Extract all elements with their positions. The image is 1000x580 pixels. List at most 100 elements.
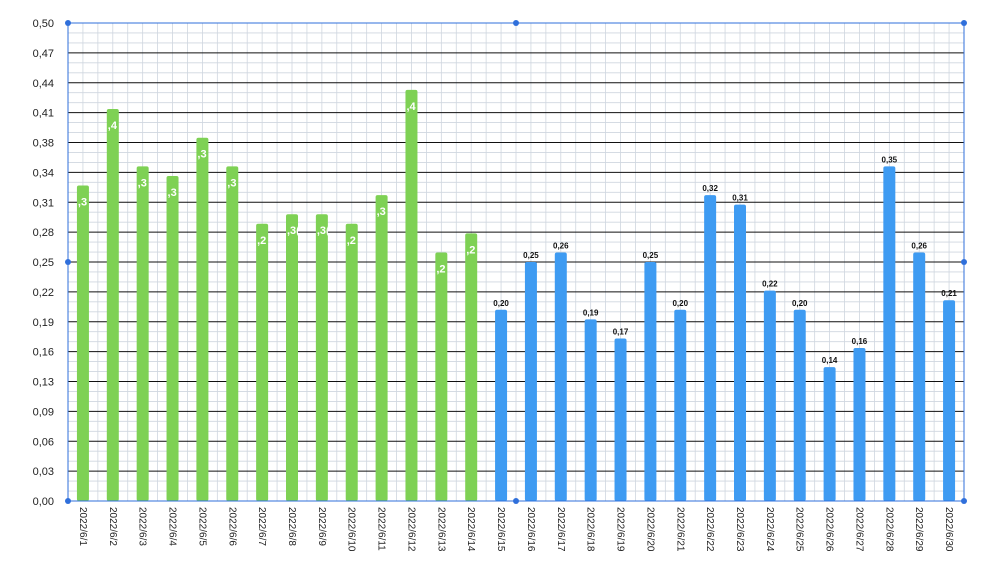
y-tick-label: 0,22: [33, 287, 54, 299]
bar: [943, 300, 956, 501]
y-tick-label: 0,41: [33, 108, 54, 120]
x-tick-label: 2022/6/22: [704, 507, 715, 552]
x-tick-label: 2022/6/11: [376, 507, 387, 551]
y-tick-label: 0,16: [33, 347, 54, 359]
x-tick-label: 2022/6/24: [764, 507, 775, 552]
x-tick-label: 2022/6/7: [256, 507, 267, 546]
x-tick-label: 2022/6/3: [137, 507, 148, 546]
bar: [226, 166, 239, 501]
x-tick-label: 2022/6/27: [853, 507, 864, 552]
x-tick-label: 2022/6/18: [585, 507, 596, 552]
bar: [375, 195, 388, 501]
x-tick-label: 2022/6/30: [943, 507, 954, 552]
bar: [704, 195, 717, 501]
bar: [106, 109, 119, 501]
x-tick-label: 2022/6/5: [196, 507, 207, 546]
x-tick-label: 2022/6/6: [226, 507, 237, 546]
x-tick-label: 2022/6/19: [615, 507, 626, 552]
data-label: 0,17: [613, 327, 629, 336]
bar: [614, 338, 627, 501]
bar: [853, 348, 866, 501]
data-label: ,3: [168, 187, 177, 199]
y-tick-label: 0,25: [33, 257, 54, 269]
x-tick-label: 2022/6/29: [913, 507, 924, 552]
bar: [166, 175, 179, 501]
data-label: ,4: [406, 101, 416, 113]
x-tick-label: 2022/6/15: [495, 507, 506, 552]
x-tick-label: 2022/6/9: [316, 507, 327, 546]
y-tick-label: 0,31: [33, 197, 54, 209]
data-label: 0,22: [762, 280, 778, 289]
y-tick-label: 0,13: [33, 377, 54, 389]
data-label: 0,31: [732, 194, 748, 203]
bar: [136, 166, 149, 501]
y-tick-label: 0,34: [33, 167, 54, 179]
resize-handle[interactable]: [961, 259, 967, 265]
bar: [883, 166, 896, 501]
y-tick-label: 0,09: [33, 406, 54, 418]
data-labels: ,3 ,4 ,3 ,3 ,3 ,3 ,2 ,3(,3(,2 ,3 ,4 ,2 ,2 0,20 0,25 0,…: [78, 101, 957, 365]
bar: [495, 309, 508, 501]
resize-handle[interactable]: [65, 498, 71, 504]
y-axis: 0,00 0,03 0,06 0,09 0,13 0,16 0,19 0,22 0,25 0,28…: [33, 18, 54, 508]
data-label: 0,35: [882, 155, 898, 164]
x-tick-label: 2022/6/16: [525, 507, 536, 552]
y-tick-label: 0,00: [33, 496, 54, 508]
x-axis: 2022/6/1 2022/6/2 2022/6/3 2022/6/4 2022/6/5…: [77, 507, 954, 552]
bar: [196, 137, 209, 501]
x-tick-label: 2022/6/26: [824, 507, 835, 552]
bars: [76, 89, 956, 502]
x-tick-label: 2022/6/1: [77, 507, 88, 546]
data-label: ,2: [257, 235, 266, 247]
bar: [465, 233, 478, 501]
data-label: ,2: [466, 244, 475, 256]
selection-frame[interactable]: [65, 20, 967, 504]
x-tick-label: 2022/6/23: [734, 507, 745, 552]
bar: [76, 185, 89, 501]
bar: [763, 290, 776, 501]
y-tick-label: 0,38: [33, 138, 54, 150]
x-tick-label: 2022/6/25: [794, 507, 805, 552]
y-tick-label: 0,06: [33, 436, 54, 448]
data-label: 0,20: [792, 299, 808, 308]
x-tick-label: 2022/6/8: [286, 507, 297, 546]
x-tick-label: 2022/6/4: [167, 507, 178, 546]
data-label: 0,19: [583, 308, 599, 317]
y-tick-label: 0,50: [33, 18, 54, 30]
resize-handle[interactable]: [65, 259, 71, 265]
data-label: 0,32: [702, 184, 718, 193]
y-tick-label: 0,28: [33, 227, 54, 239]
bar: [405, 89, 418, 502]
bar: [584, 319, 597, 501]
resize-handle[interactable]: [65, 20, 71, 26]
x-tick-label: 2022/6/2: [107, 507, 118, 546]
bar: [256, 223, 269, 501]
data-label: ,3: [377, 206, 386, 218]
y-tick-label: 0,47: [33, 48, 54, 60]
resize-handle[interactable]: [961, 20, 967, 26]
data-label: 0,25: [643, 251, 659, 260]
data-label: 0,14: [822, 356, 838, 365]
y-tick-label: 0,19: [33, 317, 54, 329]
x-tick-label: 2022/6/14: [465, 507, 476, 552]
x-tick-label: 2022/6/20: [644, 507, 655, 552]
resize-handle[interactable]: [513, 498, 519, 504]
data-label: ,3: [138, 177, 147, 189]
bar: [554, 252, 567, 501]
data-label: ,4: [108, 120, 118, 132]
data-label: 0,21: [941, 289, 957, 298]
data-label: ,3: [78, 197, 87, 209]
data-label: ,3: [197, 149, 206, 161]
data-label: 0,25: [523, 251, 539, 260]
x-tick-label: 2022/6/28: [883, 507, 894, 552]
data-label: ,2: [347, 235, 356, 247]
bar: [286, 214, 298, 501]
bar: [913, 252, 926, 501]
resize-handle[interactable]: [513, 20, 519, 26]
resize-handle[interactable]: [961, 498, 967, 504]
bar: [793, 309, 806, 501]
x-tick-label: 2022/6/17: [555, 507, 566, 552]
x-tick-label: 2022/6/21: [674, 507, 685, 552]
